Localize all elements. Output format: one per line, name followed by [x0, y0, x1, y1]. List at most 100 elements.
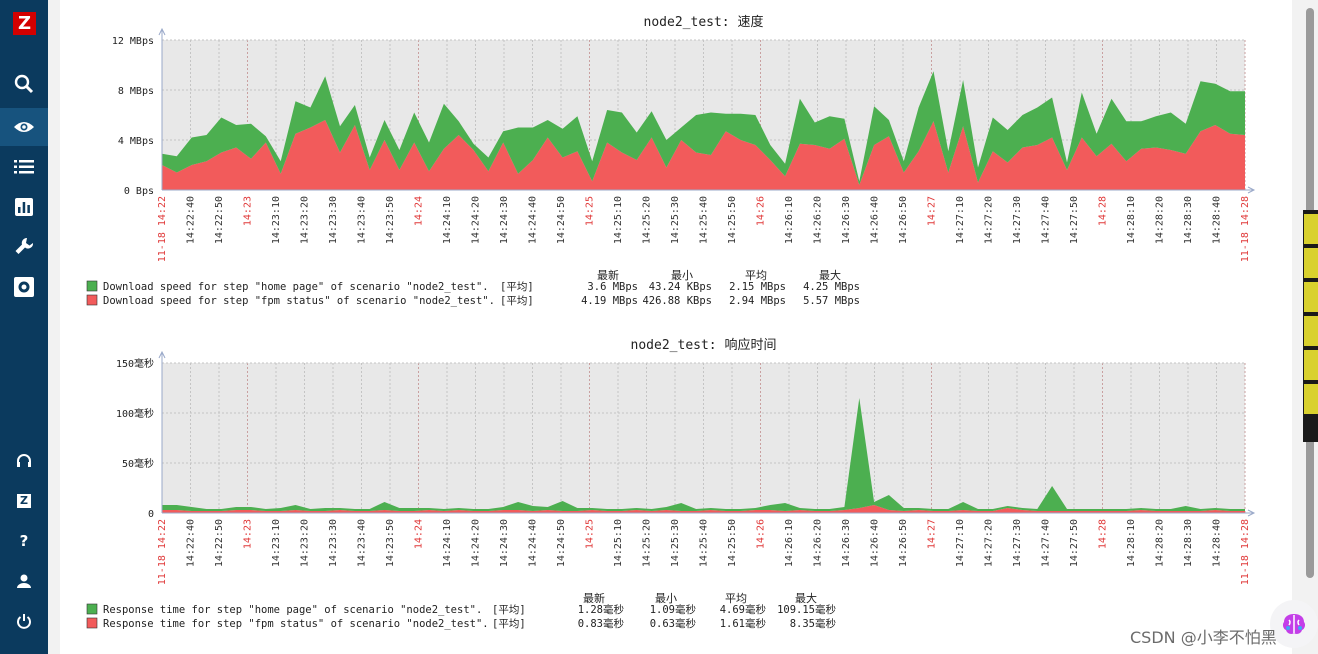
legend-max: 5.57 MBps — [803, 295, 860, 307]
x-tick-label: 14:22:40 — [186, 519, 197, 567]
support-button[interactable] — [0, 442, 48, 480]
graphs-panel: node2_test: 速度 12 MBps 8 MBps 4 MBps 0 Bps 11… — [60, 0, 1292, 654]
x-tick-label: 14:23:30 — [328, 519, 339, 567]
x-tick-label: 14:23 — [243, 519, 254, 549]
sign-out-button[interactable] — [0, 602, 48, 640]
user-icon — [17, 574, 31, 588]
x-tick-label: 14:23:40 — [357, 519, 368, 567]
legend-label: Download speed for step "home page" of s… — [103, 281, 489, 293]
y-tick-label: 50毫秒 — [122, 457, 154, 470]
x-tick-label: 14:27:40 — [1041, 196, 1052, 244]
sidebar: Z Z ? — [0, 0, 48, 654]
x-tick-label: 14:27:20 — [984, 519, 995, 567]
x-tick-label: 14:25:30 — [670, 196, 681, 244]
x-tick-label: 14:24:40 — [528, 196, 539, 244]
y-tick-label: 12 MBps — [112, 36, 154, 47]
x-tick-label: 14:25:10 — [613, 519, 624, 567]
y-tick-label: 0 Bps — [124, 186, 154, 197]
x-tick-label: 14:27:50 — [1069, 519, 1080, 567]
x-tick-label: 14:28:40 — [1212, 519, 1223, 567]
legend-avg: 1.61毫秒 — [720, 617, 767, 630]
legend-max: 8.35毫秒 — [790, 617, 837, 630]
legend-swatch — [86, 280, 98, 292]
x-tick-label: 14:28:10 — [1126, 519, 1137, 567]
x-tick-label: 14:23:40 — [357, 196, 368, 244]
x-tick-label: 14:26:30 — [841, 196, 852, 244]
legend-header: 最大 — [795, 591, 817, 605]
legend-swatch — [86, 617, 98, 629]
x-tick-label: 14:25:50 — [727, 519, 738, 567]
y-axis-arrow — [158, 27, 166, 36]
monitoring-button[interactable] — [0, 108, 48, 146]
x-tick-label: 14:23:20 — [300, 519, 311, 567]
series-area-0 — [162, 120, 1245, 190]
legend-header: 最新 — [583, 591, 605, 605]
legend-avg: 2.15 MBps — [729, 281, 786, 293]
search-button[interactable] — [0, 65, 48, 103]
legend-label: Download speed for step "fpm status" of … — [103, 295, 495, 307]
eye-icon — [14, 122, 34, 132]
legend-swatch — [86, 294, 98, 306]
legend-latest: 0.83毫秒 — [578, 617, 625, 630]
x-tick-label: 14:25:20 — [642, 196, 653, 244]
y-tick-label: 8 MBps — [118, 86, 154, 97]
legend-min: 1.09毫秒 — [650, 603, 697, 616]
y-tick-label: 150毫秒 — [116, 357, 154, 370]
legend-latest: 1.28毫秒 — [578, 603, 625, 616]
x-tick-label: 14:28:20 — [1155, 519, 1166, 567]
share-button[interactable]: Z — [0, 482, 48, 520]
x-tick-label: 11-18 14:22 — [157, 519, 168, 585]
x-tick-label: 14:25:40 — [699, 519, 710, 567]
help-icon: ? — [19, 532, 29, 550]
x-tick-label: 14:24:20 — [471, 519, 482, 567]
reports-button[interactable] — [0, 188, 48, 226]
x-tick-label: 14:24 — [414, 196, 425, 226]
x-tick-label: 14:27:50 — [1069, 196, 1080, 244]
y-axis-arrow — [158, 350, 166, 359]
help-button[interactable]: ? — [0, 522, 48, 560]
x-tick-label: 14:25:30 — [670, 519, 681, 567]
legend-avg: 4.69毫秒 — [720, 603, 767, 616]
legend-max: 109.15毫秒 — [777, 603, 836, 616]
x-tick-label: 14:28:30 — [1183, 196, 1194, 244]
x-tick-label: 11-18 14:28 — [1240, 519, 1251, 585]
x-tick-label: 14:23:30 — [328, 196, 339, 244]
inventory-button[interactable] — [0, 148, 48, 186]
legend-min: 426.88 KBps — [642, 295, 712, 307]
zabbix-logo[interactable]: Z — [13, 12, 36, 35]
x-tick-label: 14:27:10 — [955, 196, 966, 244]
administration-button[interactable] — [0, 268, 48, 306]
user-settings-button[interactable] — [0, 562, 48, 600]
x-tick-label: 14:27:30 — [1012, 519, 1023, 567]
x-tick-label: 11-18 14:22 — [157, 196, 168, 262]
x-tick-label: 14:25:10 — [613, 196, 624, 244]
legend-latest: 4.19 MBps — [581, 295, 638, 307]
legend-header: 最小 — [655, 592, 677, 605]
legend-header: 最大 — [819, 268, 841, 282]
x-tick-label: 14:24:10 — [442, 196, 453, 244]
chart-title: node2_test: 速度 — [644, 14, 764, 30]
x-tick-label: 14:22:50 — [214, 519, 225, 567]
left-gutter — [48, 0, 60, 654]
bar-chart-icon — [15, 198, 33, 216]
x-tick-label: 14:23 — [243, 196, 254, 226]
x-tick-label: 14:24:30 — [499, 519, 510, 567]
x-tick-label: 14:27:20 — [984, 196, 995, 244]
legend-header: 最小 — [671, 269, 693, 282]
assistant-button[interactable] — [1270, 600, 1318, 648]
x-tick-label: 14:23:10 — [271, 519, 282, 567]
configuration-button[interactable] — [0, 228, 48, 266]
plot-area — [162, 363, 1245, 513]
legend-swatch — [86, 603, 98, 615]
x-tick-label: 14:24:10 — [442, 519, 453, 567]
x-tick-label: 14:25 — [585, 196, 596, 226]
x-tick-label: 14:28 — [1098, 519, 1109, 549]
legend-header: 最新 — [597, 268, 619, 282]
x-tick-label: 14:28:10 — [1126, 196, 1137, 244]
legend-func: [平均] — [500, 281, 534, 293]
chart-title: node2_test: 响应时间 — [631, 337, 777, 353]
legend-func: [平均] — [492, 618, 526, 630]
legend-latest: 3.6 MBps — [587, 281, 638, 293]
search-icon — [14, 74, 34, 94]
